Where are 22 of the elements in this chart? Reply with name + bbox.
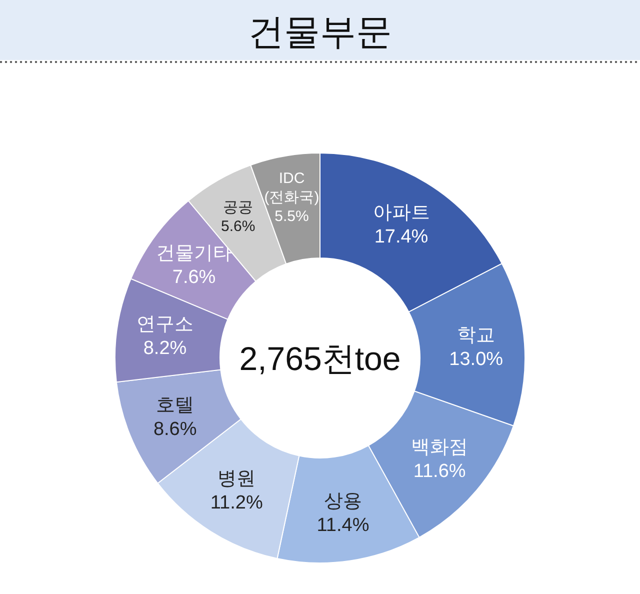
- slice-label: 아파트: [372, 202, 430, 224]
- text: 2,765천toe: [239, 340, 401, 377]
- slice-label: 호텔: [156, 395, 194, 416]
- chart-title: 건물부문: [248, 11, 392, 52]
- slice-label: IDC (전화국): [264, 170, 320, 206]
- data-label: 5.6%: [221, 218, 256, 235]
- slice-label: 백화점: [411, 436, 468, 458]
- slice-label: 연구소: [136, 314, 194, 336]
- data-label: 8.6%: [153, 419, 197, 440]
- data-label: 11.4%: [316, 514, 370, 536]
- slice-label: 상용: [324, 490, 362, 512]
- data-label: 5.5%: [274, 208, 309, 225]
- slice-label: 건물기타: [156, 243, 232, 264]
- data-label: 8.2%: [143, 338, 187, 360]
- data-label: 11.2%: [210, 492, 263, 514]
- data-label: 7.6%: [172, 267, 216, 288]
- data-label: 11.6%: [413, 460, 466, 482]
- slice-label: 공공: [223, 198, 254, 216]
- data-label: 13.0%: [449, 348, 504, 370]
- slice-label: 학교: [457, 324, 496, 346]
- slice-label: 병원: [218, 468, 256, 490]
- data-label: 17.4%: [374, 226, 428, 248]
